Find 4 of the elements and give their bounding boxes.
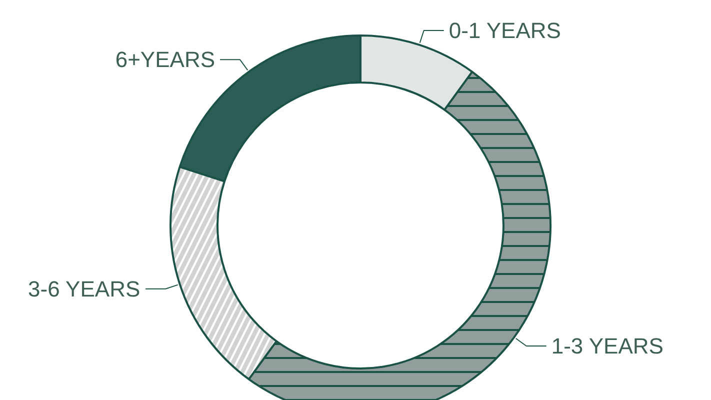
slice-label: 0-1 YEARS bbox=[448, 18, 561, 44]
slice-label: 1-3 YEARS bbox=[551, 333, 664, 358]
slice-label: 6+YEARS bbox=[115, 47, 216, 72]
slice-label: 3-6 YEARS bbox=[28, 276, 140, 302]
